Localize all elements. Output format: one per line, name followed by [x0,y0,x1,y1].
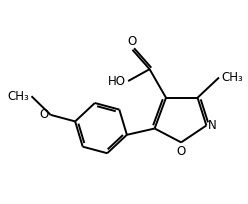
Text: N: N [208,119,217,132]
Text: O: O [127,35,137,49]
Text: CH₃: CH₃ [221,71,243,83]
Text: HO: HO [108,74,126,88]
Text: O: O [177,145,186,158]
Text: CH₃: CH₃ [8,90,30,103]
Text: O: O [39,108,48,121]
